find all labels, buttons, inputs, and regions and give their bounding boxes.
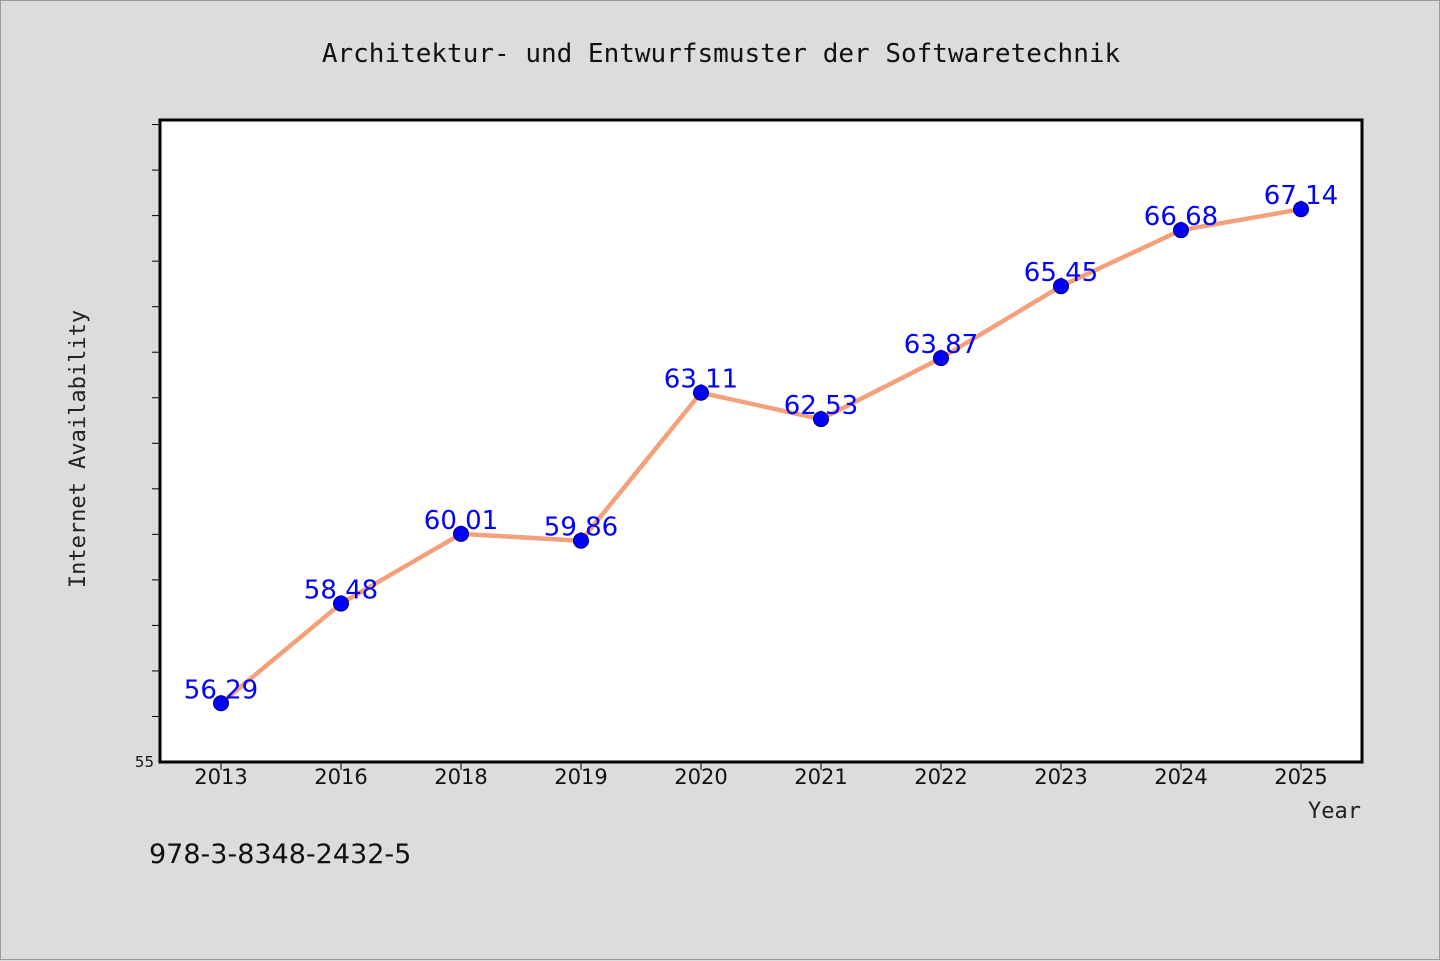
data-label-2018: 60.01 bbox=[424, 506, 498, 536]
x-tick-label-2016: 2016 bbox=[314, 765, 367, 789]
y-tick-label-55: 55 bbox=[135, 753, 154, 771]
isbn-footer: 978-3-8348-2432-5 bbox=[149, 839, 411, 870]
marker-2022 bbox=[933, 350, 949, 367]
x-tick-label-2025: 2025 bbox=[1274, 765, 1327, 789]
data-label-2023: 65.45 bbox=[1024, 258, 1098, 288]
data-label-2021: 62.53 bbox=[784, 391, 858, 421]
x-tick-label-2021: 2021 bbox=[794, 765, 847, 789]
data-label-2020: 63.11 bbox=[664, 365, 738, 395]
x-axis-ticks: 2013 2016 2018 2019 2020 2021 2022 2023 2024 2025 bbox=[194, 762, 1328, 789]
chart-title: Architektur- und Entwurfsmuster der Soft… bbox=[322, 39, 1121, 69]
marker-2018 bbox=[453, 525, 469, 542]
y-axis-label: Internet Availability bbox=[66, 310, 91, 588]
data-label-2016: 58.48 bbox=[304, 576, 378, 606]
marker-2025 bbox=[1293, 201, 1309, 218]
y-axis-ticks bbox=[152, 124, 160, 717]
data-label-2019: 59.86 bbox=[544, 513, 618, 543]
data-labels: 56.29 58.48 60.01 59.86 63.11 62.53 63.87 65.45… bbox=[184, 181, 1338, 705]
marker-2019 bbox=[573, 532, 589, 549]
data-label-2022: 63.87 bbox=[904, 330, 978, 360]
x-tick-label-2020: 2020 bbox=[674, 765, 727, 789]
marker-2020 bbox=[693, 384, 709, 401]
series-markers bbox=[213, 201, 1309, 712]
x-tick-label-2024: 2024 bbox=[1154, 765, 1207, 789]
data-label-2024: 66.68 bbox=[1144, 202, 1218, 232]
marker-2013 bbox=[213, 695, 229, 712]
marker-2021 bbox=[813, 411, 829, 428]
marker-2023 bbox=[1053, 278, 1069, 295]
series-line bbox=[218, 206, 1304, 706]
marker-2024 bbox=[1173, 222, 1189, 239]
x-tick-label-2023: 2023 bbox=[1034, 765, 1087, 789]
x-tick-label-2018: 2018 bbox=[434, 765, 487, 789]
x-tick-label-2013: 2013 bbox=[194, 765, 247, 789]
plot-area bbox=[158, 118, 1364, 764]
marker-2016 bbox=[333, 595, 349, 612]
x-tick-label-2022: 2022 bbox=[914, 765, 967, 789]
data-label-2025: 67.14 bbox=[1264, 181, 1338, 211]
data-label-2013: 56.29 bbox=[184, 675, 258, 705]
x-axis-label: Year bbox=[1308, 799, 1361, 824]
x-tick-label-2019: 2019 bbox=[554, 765, 607, 789]
